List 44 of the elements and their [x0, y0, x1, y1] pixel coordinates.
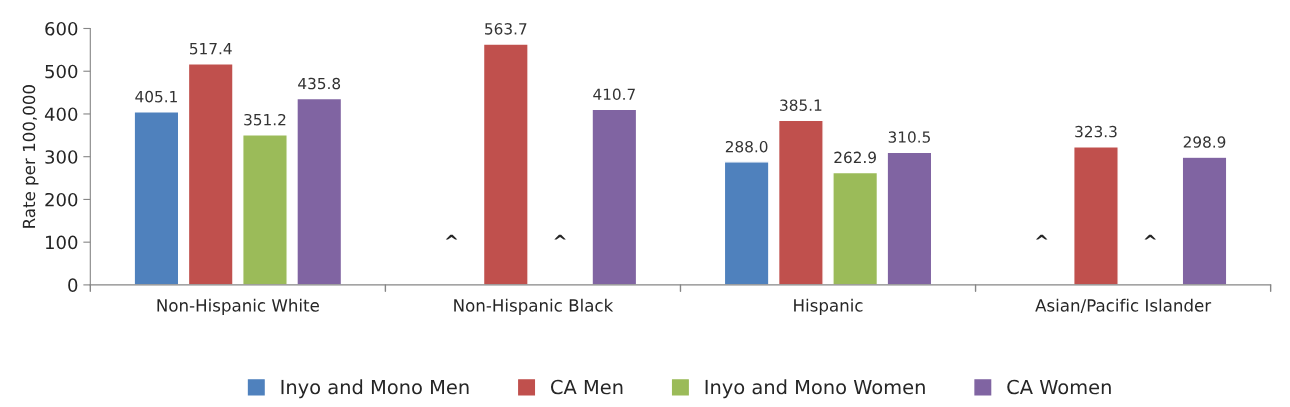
- data-label: 385.1: [780, 99, 822, 111]
- y-tick-label: 100: [46, 235, 78, 250]
- data-label: 298.9: [1183, 136, 1226, 148]
- data-label: 288.0: [725, 140, 768, 153]
- bar: [886, 151, 933, 285]
- y-axis-title: Rate per 100,000: [22, 85, 39, 228]
- data-label: 323.3: [1075, 125, 1117, 138]
- bar: [723, 161, 770, 285]
- legend-label: CA Women: [1007, 379, 1111, 395]
- data-label: 517.4: [190, 43, 232, 55]
- text: ^: [554, 234, 566, 240]
- data-label: 435.8: [298, 77, 341, 90]
- bar: [832, 171, 879, 285]
- data-label: 410.7: [593, 88, 635, 101]
- data-label: 563.7: [485, 23, 527, 35]
- bar: [242, 134, 288, 285]
- data-label: 405.1: [135, 90, 177, 103]
- bar: [1181, 156, 1228, 285]
- bar: [777, 119, 824, 285]
- bar: [1073, 146, 1119, 285]
- bar: [187, 63, 234, 285]
- x-tick-label: Non-Hispanic White: [157, 298, 319, 315]
- x-tick-label: Non-Hispanic Black: [454, 298, 614, 315]
- y-tick-label: 600: [45, 21, 78, 36]
- bar: [296, 97, 343, 285]
- bar: [482, 43, 529, 285]
- legend-label: Inyo and Mono Women: [705, 379, 925, 399]
- y-tick-label: 500: [45, 64, 78, 79]
- y-tick-label: 300: [45, 150, 78, 164]
- data-label: 262.9: [834, 151, 876, 164]
- bar: [133, 111, 180, 285]
- legend-label: CA Men: [550, 379, 623, 395]
- data-label: 310.5: [888, 131, 930, 143]
- text: ^: [1144, 234, 1156, 240]
- bar: [591, 108, 638, 285]
- y-tick-label: 400: [44, 107, 78, 122]
- legend-label: Inyo and Mono Men: [281, 379, 469, 399]
- text: ^: [1035, 234, 1048, 240]
- y-tick-label: 0: [68, 278, 78, 293]
- data-label: 351.2: [244, 113, 286, 126]
- x-tick-label: Hispanic: [794, 298, 863, 315]
- text: ^: [445, 234, 458, 240]
- x-tick-label: Asian/Pacific Islander: [1035, 298, 1212, 313]
- y-tick-label: 200: [45, 192, 78, 207]
